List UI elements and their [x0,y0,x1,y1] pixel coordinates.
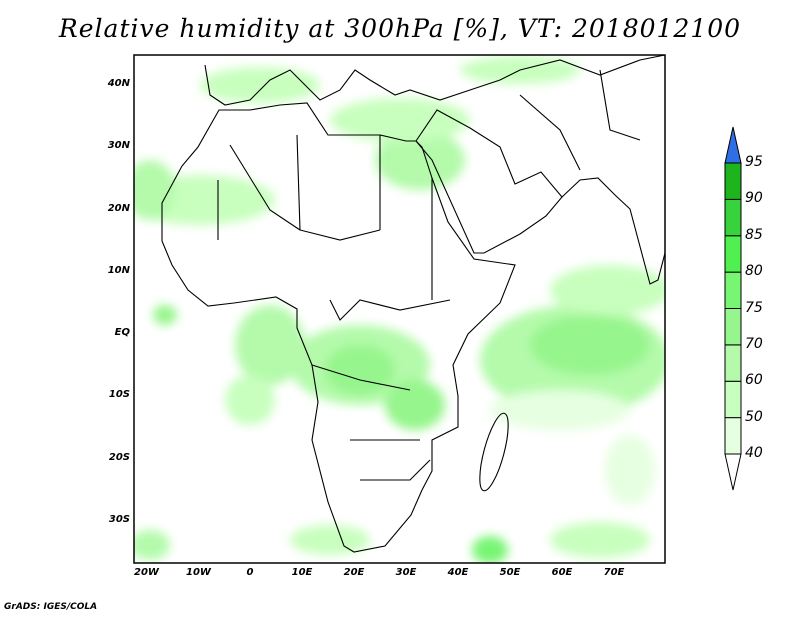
colorbar-box [724,235,742,273]
colorbar-label: 50 [745,408,763,425]
lat-label: 30N [107,140,130,151]
colorbar [724,126,742,491]
colorbar-label: 60 [745,372,763,389]
lat-label: 10N [107,265,130,276]
colorbar-box [724,271,742,309]
lat-label: 10S [108,389,130,400]
lon-label: 20E [343,567,365,578]
lon-label: 10E [291,567,313,578]
colorbar-label: 85 [745,226,763,243]
colorbar-box [724,380,742,419]
lon-label: 20W [134,567,159,578]
grads-credit: GrADS: IGES/COLA [4,602,98,612]
colorbar-label: 80 [745,263,763,280]
lat-label: 30S [108,514,130,525]
colorbar-under-arrow [724,453,742,491]
colorbar-label: 95 [745,154,763,170]
colorbar-label: 90 [745,190,763,207]
lon-label: 30E [395,567,417,578]
colorbar-label: 70 [745,335,763,352]
colorbar-label: 75 [745,299,763,316]
lat-label: 40N [107,78,130,89]
colorbar-box [724,308,742,346]
lat-label: 20N [107,203,130,214]
colorbar-label: 40 [745,445,763,461]
lon-label: 70E [603,567,625,578]
colorbar-box [724,344,742,382]
colorbar-box [724,198,742,237]
lat-label: 20S [108,452,130,463]
lon-label: 50E [499,567,521,578]
colorbar-box [724,162,742,200]
lon-label: 60E [551,567,573,578]
humidity-field [134,56,665,563]
coastlines [161,55,665,553]
colorbar-box [724,417,742,455]
lon-label: 10W [186,567,211,578]
lon-label: 0 [246,567,254,578]
colorbar-over-arrow [724,126,742,164]
lon-label: 40E [447,567,469,578]
map-frame [133,54,666,564]
lat-label: EQ [114,327,130,338]
map-title: Relative humidity at 300hPa [%], VT: 201… [58,14,742,43]
